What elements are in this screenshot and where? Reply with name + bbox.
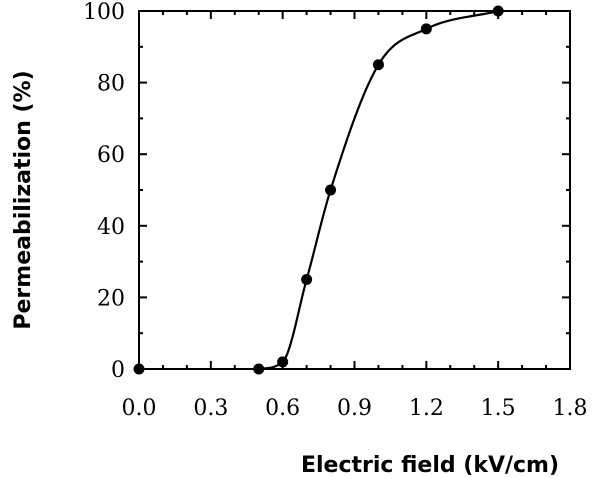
plot-border bbox=[138, 10, 571, 370]
data-point bbox=[420, 23, 432, 35]
data-point bbox=[253, 363, 265, 375]
y-tick-label: 0 bbox=[111, 358, 125, 383]
y-axis-tick-labels: 0 20 40 60 80 100 bbox=[83, 0, 125, 383]
y-tick-label: 100 bbox=[83, 0, 125, 25]
axis-ticks bbox=[138, 10, 571, 370]
x-axis-tick-labels: 0.0 0.3 0.6 0.9 1.2 1.5 1.8 bbox=[122, 396, 588, 421]
data-point bbox=[325, 184, 337, 196]
x-tick-label: 1.2 bbox=[409, 396, 444, 421]
data-point bbox=[277, 356, 289, 368]
data-point bbox=[133, 363, 145, 375]
data-point bbox=[301, 274, 313, 285]
y-tick-label: 80 bbox=[97, 72, 125, 97]
x-tick-label: 0.0 bbox=[122, 396, 157, 421]
data-point bbox=[492, 5, 504, 17]
y-tick-label: 60 bbox=[97, 143, 125, 168]
x-axis-title: Electric field (kV/cm) bbox=[301, 453, 559, 478]
x-tick-label: 0.3 bbox=[193, 396, 228, 421]
y-tick-label: 20 bbox=[97, 286, 125, 311]
x-tick-label: 1.5 bbox=[481, 396, 516, 421]
x-tick-label: 1.8 bbox=[553, 396, 588, 421]
data-points bbox=[133, 5, 504, 375]
y-tick-label: 40 bbox=[97, 215, 125, 240]
data-point bbox=[372, 59, 384, 71]
x-tick-label: 0.9 bbox=[337, 396, 372, 421]
y-axis-title: Permeabilization (%) bbox=[11, 70, 36, 329]
x-tick-label: 0.6 bbox=[265, 396, 300, 421]
plot-frame bbox=[138, 10, 571, 370]
